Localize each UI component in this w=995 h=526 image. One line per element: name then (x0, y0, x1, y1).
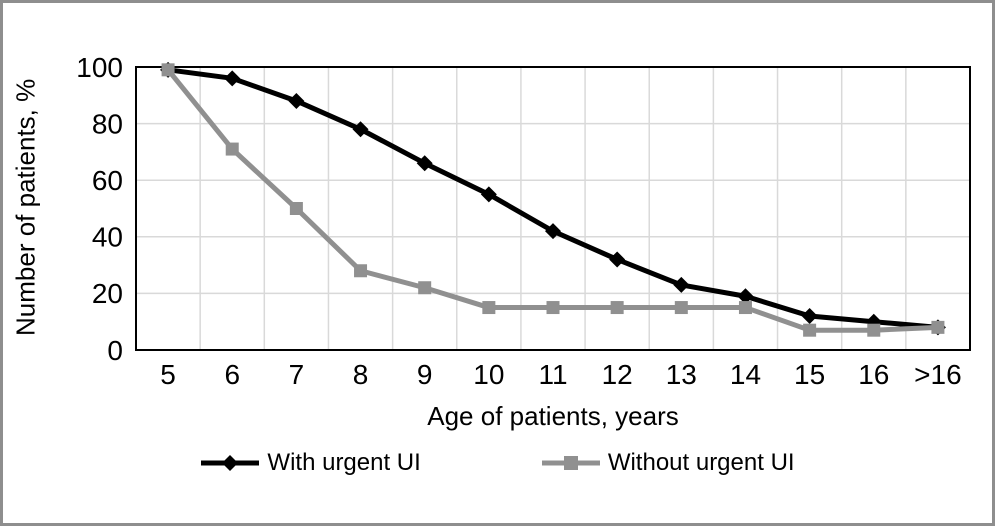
y-tick-label: 40 (92, 222, 123, 253)
y-tick-label: 0 (107, 335, 123, 366)
legend-label: With urgent UI (267, 449, 421, 476)
data-point-marker (416, 155, 433, 172)
x-tick-label: >16 (914, 359, 962, 390)
x-tick-label: 16 (858, 359, 889, 390)
series-line-1 (166, 68, 939, 333)
x-tick-label: 8 (353, 359, 369, 390)
data-point-marker (609, 251, 626, 268)
x-tick-label: 14 (730, 359, 761, 390)
data-point-marker (288, 92, 305, 109)
data-point-marker (354, 264, 368, 278)
data-point-marker (610, 301, 624, 315)
x-tick-label: 15 (794, 359, 825, 390)
plot-frame (135, 66, 971, 351)
x-tick-label: 11 (538, 359, 567, 390)
plot-area: 0 20 40 60 80 100 5 6 7 8 9 10 11 12 13 14 15 16 >16 (76, 52, 971, 390)
data-point-marker (480, 186, 497, 203)
y-tick-label: 80 (92, 108, 123, 139)
legend-item-without-urgent-ui: Without urgent UI (541, 449, 795, 477)
x-tick-label: 6 (224, 359, 240, 390)
legend-label: Without urgent UI (607, 449, 795, 476)
x-tick-label: 13 (666, 359, 697, 390)
data-point-marker (352, 121, 369, 138)
x-axis-title: Age of patients, years (427, 401, 679, 431)
data-point-marker (418, 281, 432, 295)
y-tick-label: 100 (76, 52, 123, 83)
data-point-marker (801, 308, 818, 325)
y-tick-label: 60 (92, 165, 123, 196)
chart-legend: With urgent UI Without urgent UI (3, 449, 992, 477)
y-axis-title: Number of patients, % (10, 78, 41, 336)
x-tick-label: 7 (289, 359, 305, 390)
data-point-marker (545, 223, 561, 240)
data-point-marker (738, 301, 752, 315)
x-tick-label: 9 (417, 359, 433, 390)
data-point-marker (867, 323, 881, 337)
data-point-marker (546, 301, 560, 315)
data-point-marker (673, 276, 690, 293)
x-tick-label: 12 (602, 359, 633, 390)
data-point-marker (674, 301, 688, 315)
data-point-marker (224, 70, 241, 87)
y-tick-label: 20 (92, 278, 123, 309)
x-tick-label: 5 (160, 359, 176, 390)
data-point-marker (161, 63, 175, 77)
x-tick-label: 10 (473, 359, 504, 390)
data-point-marker (482, 301, 496, 315)
data-point-marker (803, 323, 817, 337)
data-point-marker (737, 288, 754, 305)
data-point-marker (225, 142, 239, 156)
legend-item-with-urgent-ui: With urgent UI (200, 449, 421, 477)
data-point-marker (289, 202, 303, 215)
legend-swatch-diamond-icon (201, 455, 260, 471)
data-point-marker (931, 320, 945, 334)
legend-swatch-square-icon (541, 456, 600, 470)
